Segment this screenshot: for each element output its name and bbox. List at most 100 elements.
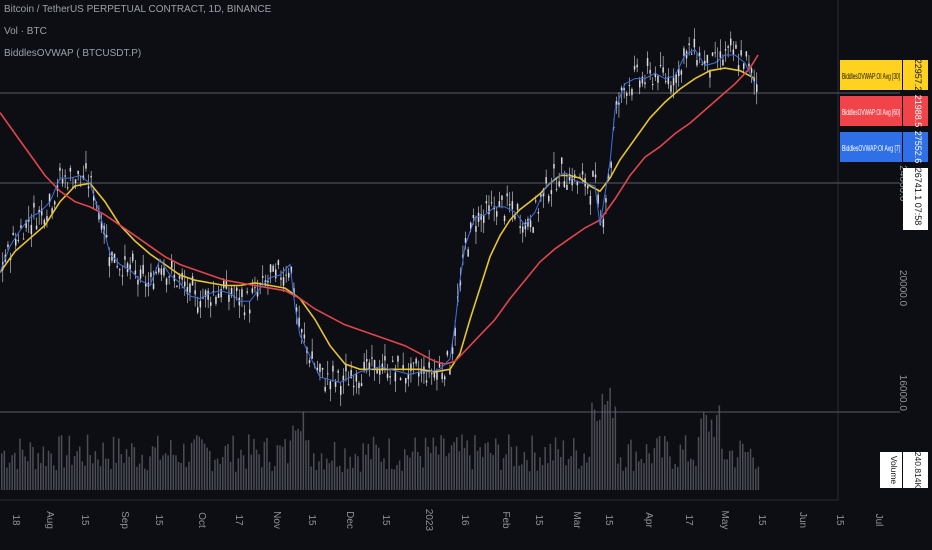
last-price-tag[interactable] <box>903 168 928 230</box>
volume-bar <box>323 469 325 490</box>
candle-body <box>48 194 51 203</box>
volume-bar <box>544 447 546 490</box>
volume-bar <box>136 466 138 490</box>
candle-body <box>618 102 620 105</box>
volume-bar <box>300 431 302 490</box>
volume-bar <box>216 458 219 490</box>
volume-bar <box>235 471 237 490</box>
candle-body <box>324 386 326 392</box>
volume-bar <box>679 444 682 490</box>
volume-bar <box>110 468 112 490</box>
candle-body <box>620 87 623 91</box>
candle-body <box>87 186 90 189</box>
vwap-30-line[interactable] <box>0 67 756 373</box>
candle-body <box>693 38 696 48</box>
price-tag-label-box <box>840 132 902 162</box>
volume-bar <box>648 453 650 490</box>
candle-body <box>178 275 181 279</box>
volume-bar <box>11 455 13 490</box>
candle-body <box>17 239 20 241</box>
volume-bar <box>120 454 123 490</box>
volume-bar <box>583 453 585 490</box>
volume-bar <box>393 469 396 490</box>
candle-body <box>428 362 430 368</box>
volume-bar <box>354 453 357 490</box>
volume-bar <box>315 470 318 490</box>
candle-body <box>490 202 493 204</box>
volume-bar <box>450 445 453 490</box>
volume-bar <box>164 453 167 490</box>
x-tick-label: 15 <box>79 514 90 526</box>
volume-bar <box>710 419 713 490</box>
candle-body <box>646 58 649 67</box>
candle-body <box>602 219 605 228</box>
candle-body <box>594 174 597 178</box>
chart-header-symbol[interactable]: Bitcoin / TetherUS PERPETUAL CONTRACT, 1… <box>4 4 272 15</box>
chart-header-vwap[interactable]: BiddlesOVWAP ( BTCUSDT.P) <box>4 48 142 59</box>
candle-body <box>626 93 628 96</box>
volume-bar <box>310 466 312 490</box>
candle-body <box>506 193 508 197</box>
candle-body <box>129 264 131 270</box>
candle-body <box>425 380 428 383</box>
candle-body <box>46 216 48 221</box>
volume-bar <box>16 469 19 490</box>
x-tick-label: Sep <box>119 511 130 529</box>
volume-bar <box>424 437 427 490</box>
volume-bar <box>27 461 29 490</box>
volume-bar <box>385 469 388 490</box>
volume-bar <box>219 463 221 490</box>
candle-body <box>64 175 66 177</box>
volume-bar <box>14 452 16 490</box>
vwap-7-line[interactable] <box>0 49 756 383</box>
volume-bar <box>606 400 609 490</box>
candle-body <box>236 287 238 292</box>
candle-body <box>394 372 397 382</box>
volume-bar <box>684 435 687 490</box>
candle-body <box>155 272 157 274</box>
volume-bar <box>552 460 554 490</box>
candle-body <box>275 269 277 279</box>
volume-bar <box>328 463 331 490</box>
candle-body <box>610 162 612 168</box>
candle-body <box>587 185 589 189</box>
volume-bar <box>336 466 338 490</box>
candle-body <box>470 222 472 230</box>
candle-body <box>277 260 280 266</box>
volume-bar <box>476 450 479 490</box>
volume-bar <box>658 435 661 490</box>
candle-body <box>269 264 272 273</box>
candle-body <box>207 290 209 300</box>
chart-header-volume[interactable]: Vol · BTC <box>4 26 47 37</box>
volume-bar <box>375 444 377 490</box>
volume-bar <box>258 454 260 490</box>
volume-bar <box>396 464 398 490</box>
x-tick-label: 2023 <box>423 509 434 532</box>
candle-body <box>555 188 558 190</box>
x-tick-label: Apr <box>643 512 654 528</box>
volume-bar <box>505 454 507 490</box>
candle-body <box>15 239 17 246</box>
volume-bar <box>268 461 271 490</box>
candle-body <box>93 195 95 201</box>
candle-body <box>420 368 423 374</box>
volume-bar <box>630 439 632 490</box>
volume-bar <box>580 465 583 490</box>
candle-body <box>415 358 417 364</box>
volume-bar <box>578 468 580 490</box>
candle-body <box>516 204 519 210</box>
candle-body <box>59 167 61 171</box>
volume-bar <box>718 405 721 490</box>
candle-body <box>108 257 111 267</box>
volume-bar <box>232 435 234 490</box>
candle-body <box>714 52 716 54</box>
volume-bar <box>271 471 273 490</box>
volume-bar <box>149 456 151 490</box>
volume-bar <box>697 437 700 490</box>
candle-body <box>532 227 534 233</box>
vwap-60-line[interactable] <box>0 54 759 365</box>
price-tag-value-box <box>903 132 928 162</box>
volume-bar <box>367 443 370 490</box>
volume-bar <box>565 465 567 490</box>
